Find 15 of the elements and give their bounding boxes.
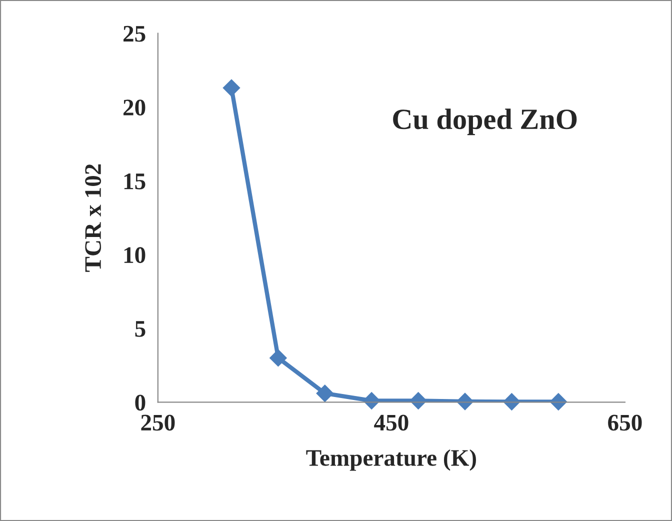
y-tick-label: 0 [135, 394, 146, 411]
y-tick-label: 5 [135, 321, 146, 337]
annotation: Cu doped ZnO [393, 108, 577, 136]
point [222, 79, 240, 96]
y-tick-label: 20 [123, 100, 146, 116]
x-axis-title: Temperature (K) [306, 449, 476, 471]
y-tick-label: 10 [124, 247, 146, 264]
point [270, 349, 287, 366]
y-tick-label: 25 [123, 26, 146, 42]
x-tick-label: 450 [374, 414, 408, 431]
y-tick-label: 15 [124, 173, 146, 190]
y-axis-title: TCR x 102 [85, 164, 102, 272]
point [316, 384, 334, 402]
x-tick-label: 650 [608, 414, 642, 431]
x-tick-label: 250 [141, 414, 175, 431]
